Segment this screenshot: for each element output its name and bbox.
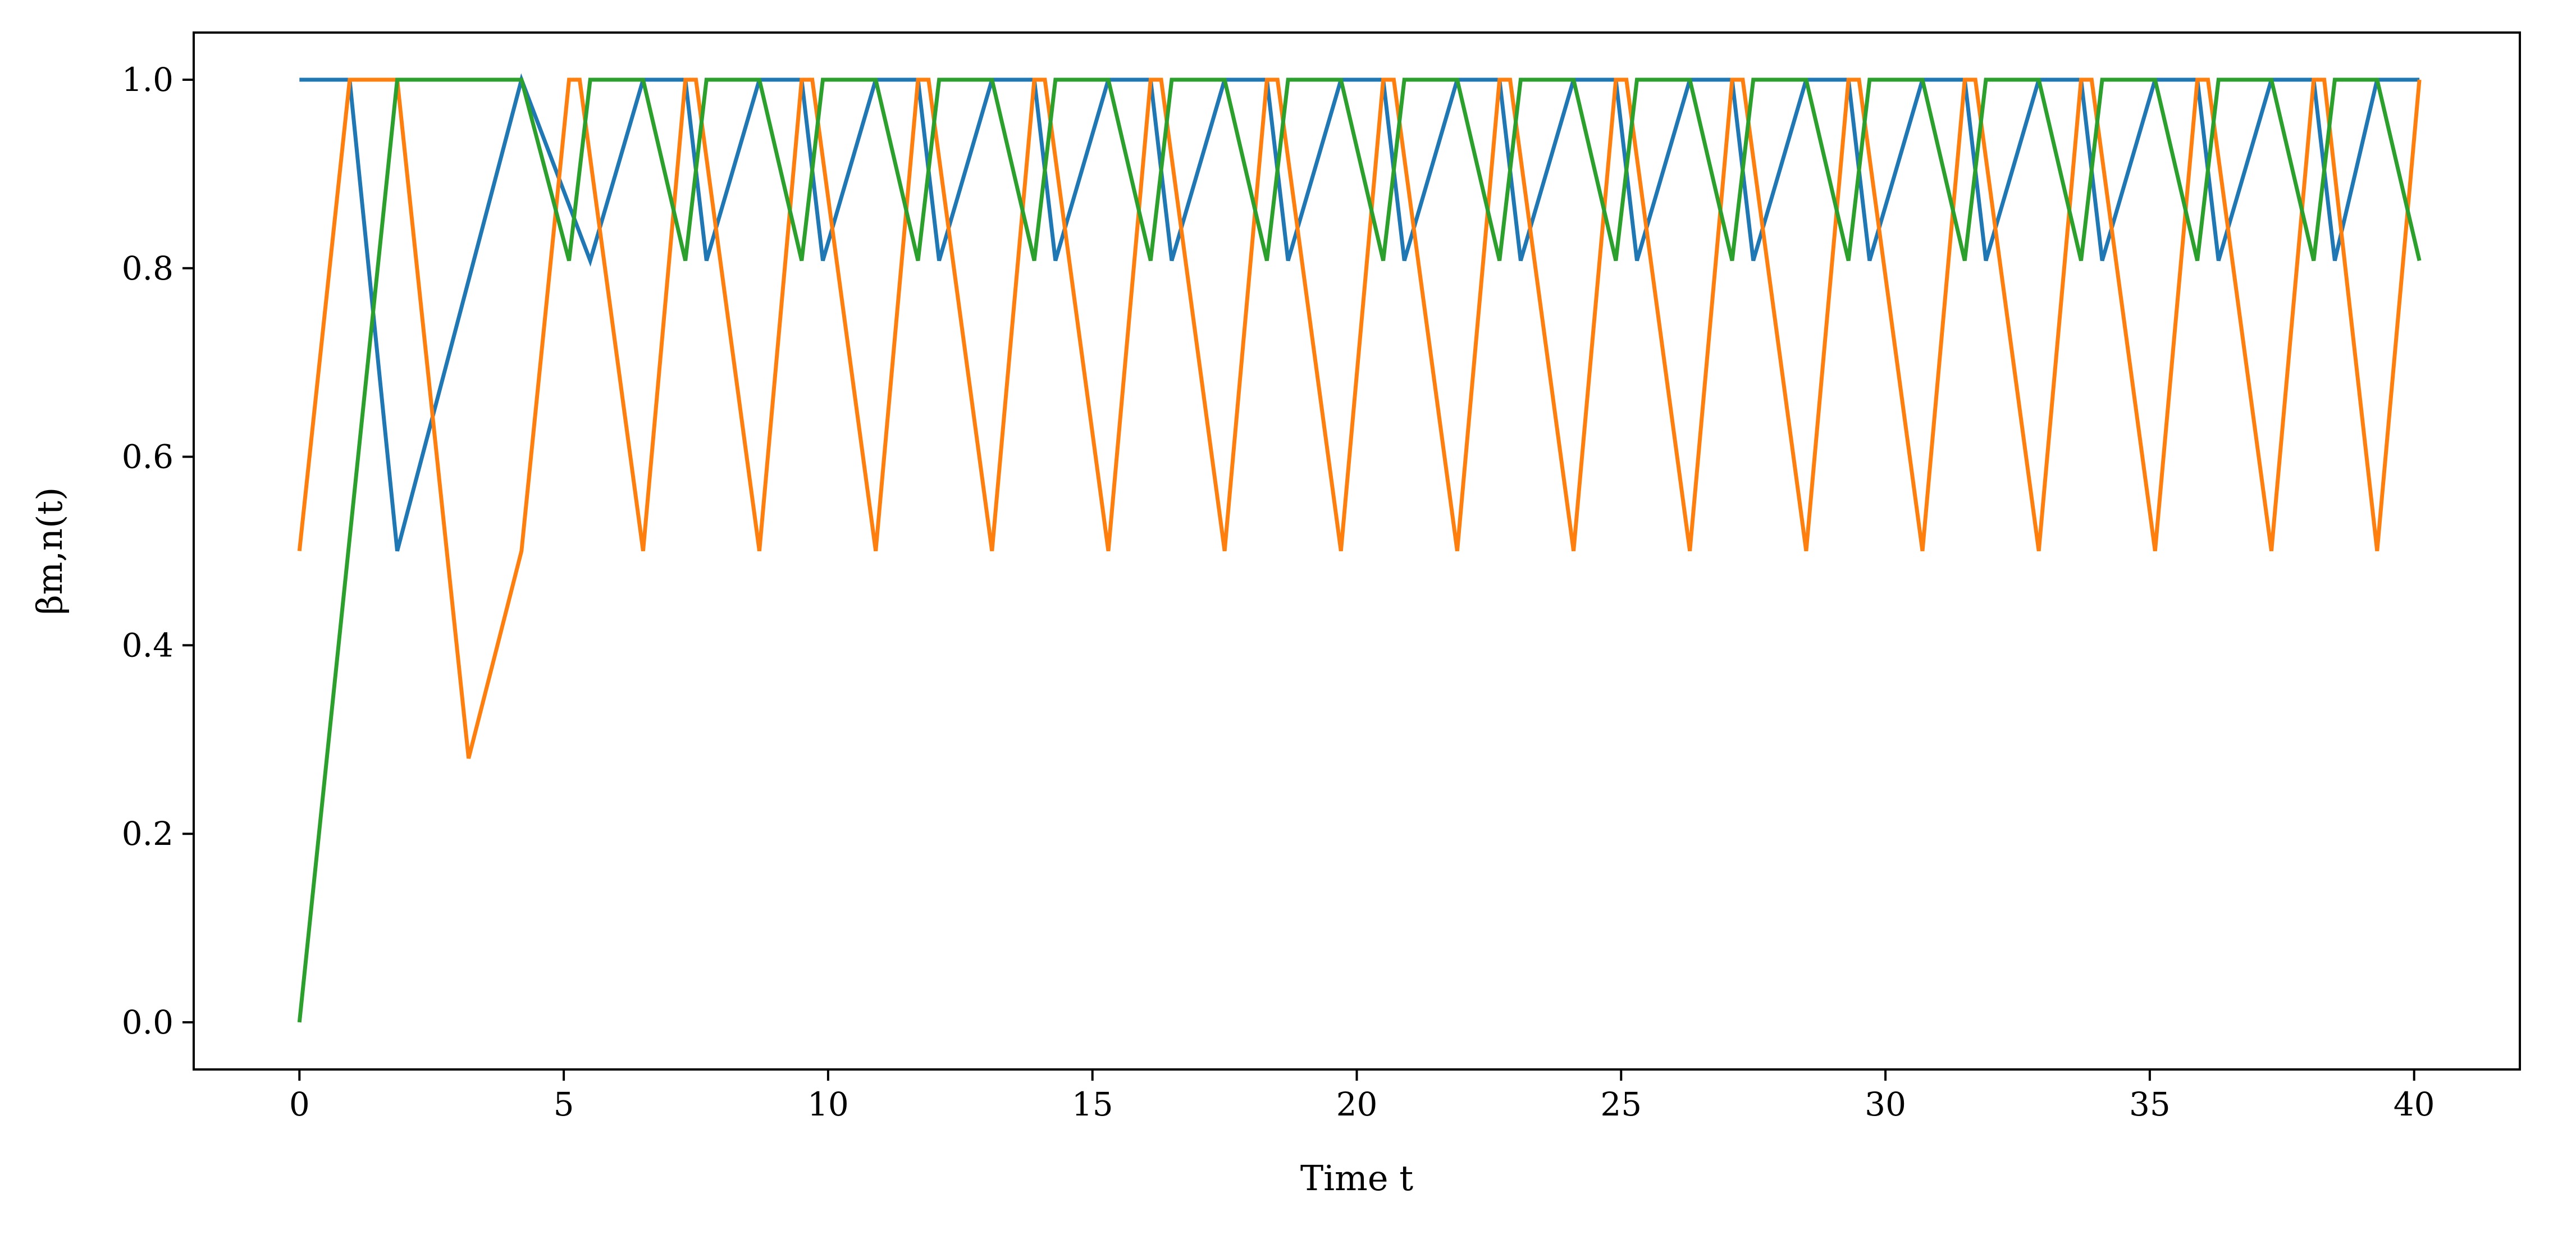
x-axis-ticks: 0 5 10 15 20 25 30 35 40 [289,1069,2435,1123]
x-tick-label: 20 [1336,1085,1378,1123]
series-line-3 [297,77,2422,1023]
y-axis-label: βm,n(t) [29,487,70,615]
x-tick-label: 10 [807,1085,849,1123]
x-tick-label: 0 [289,1085,310,1123]
series-line-2 [297,77,2422,759]
y-tick-label: 1.0 [122,61,173,99]
x-axis-label: Time t [1300,1158,1413,1199]
series-layer [297,73,2422,1023]
y-tick-label: 0.6 [122,438,173,476]
y-tick-label: 0.4 [122,626,173,664]
y-tick-label: 0.8 [122,249,173,287]
x-tick-label: 15 [1072,1085,1113,1123]
x-tick-label: 40 [2394,1085,2435,1123]
y-tick-label: 0.0 [122,1003,173,1041]
x-tick-label: 5 [554,1085,574,1123]
y-axis-ticks: 0.0 0.2 0.4 0.6 0.8 1.0 [122,61,194,1041]
x-tick-label: 30 [1865,1085,1906,1123]
y-tick-label: 0.2 [122,815,173,853]
x-tick-label: 25 [1600,1085,1642,1123]
x-tick-label: 35 [2129,1085,2171,1123]
